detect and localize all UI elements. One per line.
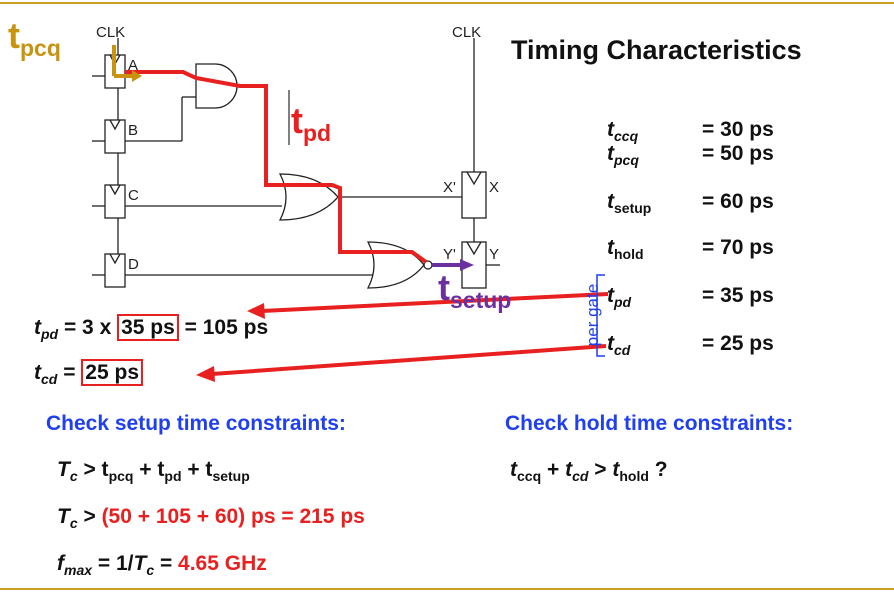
timing-value: = 25 ps	[702, 332, 774, 355]
critical-path	[125, 70, 428, 264]
reg-a-label: A	[128, 57, 138, 74]
per-gate-label: per gate	[583, 283, 602, 347]
tsetup-label: tsetup	[438, 267, 512, 314]
timing-row: tpd	[607, 284, 632, 311]
reg-y-in-label: Y'	[443, 246, 456, 263]
clk-right-label: CLK	[452, 24, 481, 41]
register-b	[104, 119, 126, 154]
timing-row: tcd	[607, 332, 631, 359]
timing-row: tsetup	[607, 190, 652, 217]
tpcq-label: tpcq	[8, 15, 61, 62]
reg-y-out-label: Y	[489, 246, 499, 263]
tpd-label: tpd	[291, 100, 332, 147]
reg-d-label: D	[128, 256, 139, 273]
setup-line-2: Tc > (50 + 105 + 60) ps = 215 ps	[57, 505, 365, 532]
top-accent-line	[0, 2, 894, 4]
reg-c-label: C	[128, 187, 139, 204]
timing-value: = 30 ps	[702, 118, 774, 141]
bottom-accent-line	[0, 588, 894, 590]
hold-line: tccq + tcd > thold ?	[510, 458, 668, 485]
timing-value: = 70 ps	[702, 236, 774, 259]
tcd-pointer-arrow	[211, 344, 607, 376]
tpd-pointer-arrow	[261, 292, 609, 313]
timing-value: = 35 ps	[702, 284, 774, 307]
reg-b-label: B	[128, 122, 138, 139]
timing-row: tpcq	[607, 142, 639, 169]
register-x	[461, 171, 487, 219]
timing-row: tccq	[607, 118, 639, 145]
clk-left-label: CLK	[96, 24, 125, 41]
tcd-equation: tcd = 25 ps	[34, 359, 143, 387]
tpd-equation: tpd = 3 x 35 ps = 105 ps	[34, 314, 269, 343]
hold-heading: Check hold time constraints:	[505, 412, 794, 435]
reg-x-out-label: X	[489, 179, 499, 196]
setup-line-1: Tc > tpcq + tpd + tsetup	[57, 458, 250, 485]
timing-title: Timing Characteristics	[511, 35, 802, 65]
register-c	[104, 184, 126, 219]
timing-value: = 50 ps	[702, 142, 774, 165]
reg-x-in-label: X'	[443, 179, 456, 196]
timing-row: thold	[607, 236, 644, 263]
timing-value: = 60 ps	[702, 190, 774, 213]
register-d	[104, 253, 126, 288]
setup-heading: Check setup time constraints:	[46, 412, 346, 435]
setup-line-3: fmax = 1/Tc = 4.65 GHz	[57, 552, 267, 579]
